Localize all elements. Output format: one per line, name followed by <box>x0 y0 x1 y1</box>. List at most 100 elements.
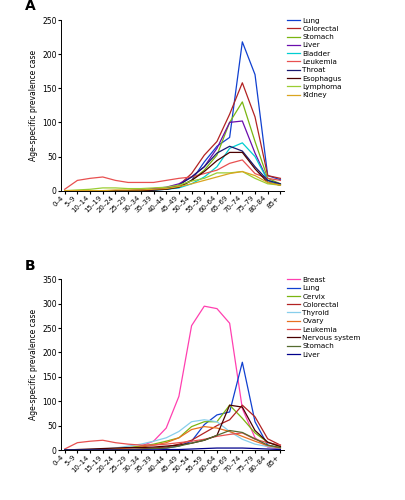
Esophagus <box>87 188 92 194</box>
Stomach <box>100 188 105 194</box>
Lung <box>126 447 130 453</box>
Breast <box>151 438 156 444</box>
Thyroid <box>239 436 244 442</box>
Ovary <box>189 426 194 432</box>
Colorectal <box>87 188 92 194</box>
Ovary <box>138 444 143 450</box>
Kidney <box>176 184 181 190</box>
Colorectal <box>151 186 156 192</box>
Stomach <box>189 440 194 446</box>
Leukemia <box>126 180 130 186</box>
Liver <box>227 445 232 451</box>
Liver <box>214 146 219 152</box>
Esophagus <box>163 186 168 192</box>
Colorectal <box>189 170 194 176</box>
Liver <box>75 447 80 453</box>
Colorectal <box>138 187 143 193</box>
Stomach <box>62 447 67 453</box>
Ovary <box>277 445 282 451</box>
Kidney <box>163 186 168 192</box>
Cervix <box>126 444 130 450</box>
Leukemia <box>227 432 232 438</box>
Line: Lung: Lung <box>64 362 280 450</box>
Leukemia <box>87 176 92 182</box>
Cervix <box>239 416 244 422</box>
Colorectal <box>100 188 105 194</box>
Lung <box>87 188 92 194</box>
Thyroid <box>176 428 181 434</box>
Lung <box>176 443 181 449</box>
Colorectal <box>87 447 92 453</box>
Stomach <box>201 437 206 443</box>
Throat <box>201 164 206 170</box>
Stomach <box>239 430 244 436</box>
Leukemia <box>277 442 282 448</box>
Line: Stomach: Stomach <box>64 430 280 450</box>
Stomach <box>87 447 92 453</box>
Cervix <box>113 446 117 452</box>
Colorectal <box>163 185 168 191</box>
Colorectal <box>100 447 105 453</box>
Thyroid <box>138 441 143 447</box>
Line: Ovary: Ovary <box>64 426 280 450</box>
Leukemia <box>163 441 168 447</box>
Kidney <box>113 187 117 193</box>
Lymphoma <box>87 186 92 192</box>
Leukemia <box>113 440 117 446</box>
Y-axis label: Age-specific prevalence case: Age-specific prevalence case <box>29 309 38 420</box>
Colorectal <box>239 80 244 86</box>
Nervous system <box>87 446 92 452</box>
Liver <box>239 445 244 451</box>
Lymphoma <box>264 181 269 187</box>
Lung <box>264 172 269 178</box>
Lung <box>252 418 257 424</box>
Nervous system <box>126 444 130 450</box>
Line: Breast: Breast <box>64 306 280 450</box>
Bladder <box>239 140 244 146</box>
Breast <box>113 446 117 452</box>
Esophagus <box>75 188 80 194</box>
Liver <box>138 447 143 453</box>
Bladder <box>163 186 168 192</box>
Liver <box>100 188 105 194</box>
Lymphoma <box>62 188 67 194</box>
Kidney <box>62 188 67 194</box>
Liver <box>277 446 282 452</box>
Liver <box>163 446 168 452</box>
Ovary <box>252 438 257 444</box>
Ovary <box>113 446 117 452</box>
Cervix <box>189 424 194 430</box>
Leukemia <box>277 178 282 184</box>
Leukemia <box>264 440 269 446</box>
Stomach <box>239 99 244 105</box>
Thyroid <box>227 428 232 434</box>
Line: Esophagus: Esophagus <box>64 152 280 190</box>
Leukemia <box>138 180 143 186</box>
Liver <box>189 174 194 180</box>
Bladder <box>189 181 194 187</box>
Ovary <box>201 424 206 430</box>
Colorectal <box>126 188 130 194</box>
Stomach <box>151 187 156 193</box>
Stomach <box>138 187 143 193</box>
Liver <box>126 447 130 453</box>
Throat <box>100 188 105 194</box>
Colorectal <box>62 188 67 194</box>
Stomach <box>113 188 117 194</box>
Liver <box>126 188 130 194</box>
Breast <box>239 406 244 411</box>
Nervous system <box>75 446 80 452</box>
Breast <box>75 447 80 453</box>
Esophagus <box>227 150 232 156</box>
Stomach <box>126 188 130 194</box>
Ovary <box>239 434 244 440</box>
Throat <box>138 188 143 194</box>
Breast <box>214 306 219 312</box>
Lymphoma <box>138 186 143 192</box>
Liver <box>151 186 156 192</box>
Thyroid <box>151 438 156 444</box>
Leukemia <box>239 430 244 436</box>
Liver <box>75 188 80 194</box>
Esophagus <box>201 168 206 174</box>
Esophagus <box>214 158 219 164</box>
